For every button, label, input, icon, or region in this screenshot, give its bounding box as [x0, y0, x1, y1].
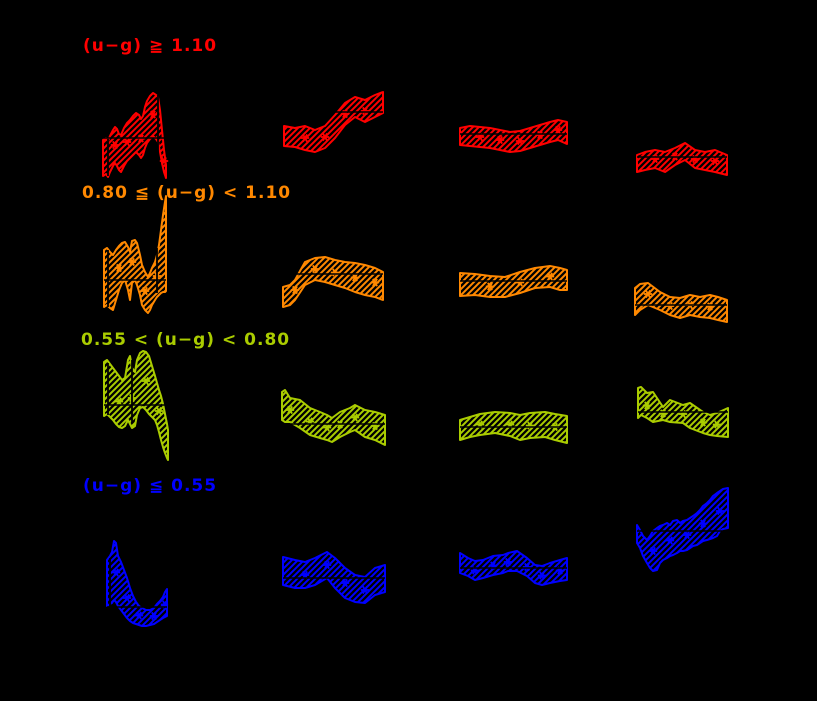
spectrum-band-r1c1 [102, 92, 169, 180]
spectrum-band-r4c2 [282, 551, 386, 604]
spectrum-band-r1c2 [283, 91, 384, 153]
label-red-bin: (u−g) ≧ 1.10 [83, 36, 218, 56]
spectrum-band-r3c1 [103, 350, 171, 461]
spectrum-band-r2c1 [103, 195, 167, 314]
spectrum-band-r1c4 [636, 142, 728, 176]
spectrum-band-r4c1 [106, 540, 170, 627]
spectrum-band-r2c4 [634, 282, 728, 323]
label-blue-bin: (u−g) ≦ 0.55 [83, 476, 218, 496]
spectrum-band-r2c3 [459, 265, 568, 298]
spectrum-band-r4c4 [636, 487, 729, 572]
spectrum-band-r3c3 [459, 411, 568, 444]
spectrum-band-r2c2 [282, 256, 384, 308]
label-green-bin: 0.55 < (u−g) < 0.80 [81, 330, 291, 350]
spectrum-band-r3c4 [637, 386, 729, 438]
spectrum-band-r1c3 [459, 119, 568, 153]
label-orange-bin: 0.80 ≦ (u−g) < 1.10 [82, 183, 292, 203]
spectrum-band-r3c2 [281, 389, 386, 446]
spectrum-band-r4c3 [459, 550, 568, 586]
